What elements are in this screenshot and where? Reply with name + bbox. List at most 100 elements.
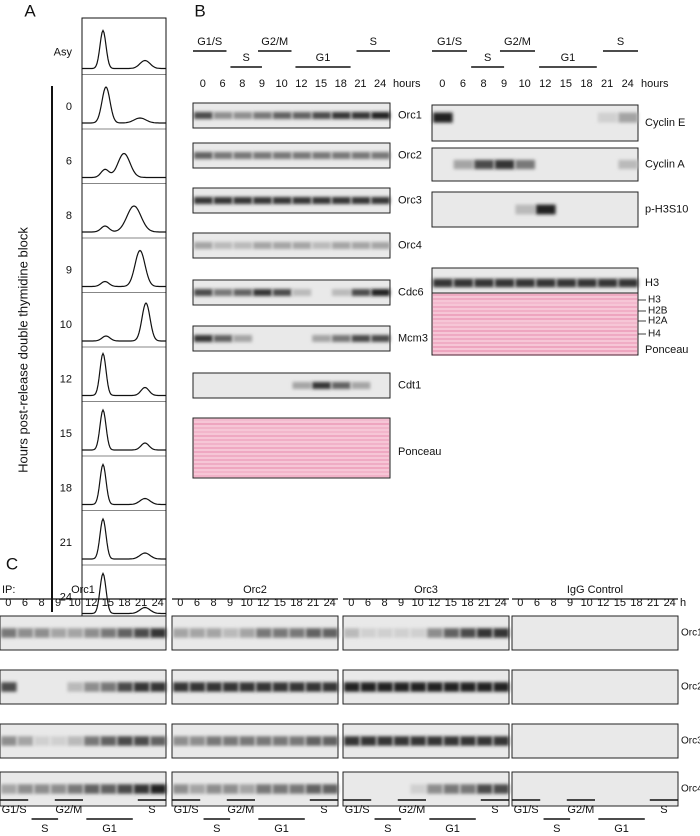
band [360, 682, 377, 692]
label: S [484, 52, 491, 64]
histogram [82, 249, 166, 288]
band [189, 628, 206, 638]
band [312, 152, 331, 159]
label: 21 [60, 537, 72, 549]
band [213, 197, 233, 204]
label: 10 [581, 597, 593, 609]
label: G1/S [437, 36, 462, 48]
band [194, 112, 213, 119]
band [494, 159, 515, 170]
band [67, 682, 83, 692]
band [117, 682, 133, 692]
label: 8 [480, 78, 486, 90]
band [17, 784, 34, 794]
band [100, 784, 117, 794]
band [322, 628, 338, 638]
label: 10 [412, 597, 424, 609]
label: 24 [664, 597, 676, 609]
band [67, 628, 83, 638]
label: 18 [60, 482, 72, 494]
band [233, 197, 253, 204]
band [206, 682, 222, 692]
label: 9 [567, 597, 573, 609]
label: 21 [135, 597, 147, 609]
band [17, 736, 34, 746]
band [312, 112, 331, 119]
band [133, 784, 150, 794]
band [577, 278, 597, 288]
stain-stripe [433, 298, 637, 300]
label: Cdt1 [398, 379, 421, 391]
label: Ponceau [645, 344, 688, 356]
label: S [148, 804, 155, 816]
label: 18 [335, 78, 347, 90]
label: B [194, 1, 205, 20]
band [427, 784, 443, 794]
band [556, 278, 577, 288]
band [460, 628, 476, 638]
band [194, 242, 213, 249]
band [253, 289, 272, 296]
label: 12 [295, 78, 307, 90]
band [233, 112, 253, 119]
label: 10 [519, 78, 531, 90]
band [371, 289, 390, 296]
label: G2/M [55, 804, 82, 816]
band [34, 628, 50, 638]
label: 18 [118, 597, 130, 609]
label: 21 [647, 597, 659, 609]
label: 8 [550, 597, 556, 609]
stain-stripe [194, 439, 389, 441]
band [213, 335, 233, 342]
label: G2/M [504, 36, 531, 48]
label: G1/S [174, 804, 199, 816]
label: 15 [274, 597, 286, 609]
band [239, 736, 255, 746]
label: 8 [66, 210, 72, 222]
histogram [82, 152, 166, 179]
label: 12 [428, 597, 440, 609]
band [476, 736, 493, 746]
label: 10 [241, 597, 253, 609]
label: Orc3 [398, 194, 422, 206]
label: G1/S [2, 804, 27, 816]
band [474, 159, 494, 170]
band [189, 736, 206, 746]
band [476, 682, 493, 692]
histogram [82, 351, 166, 397]
band [443, 628, 460, 638]
band [150, 736, 166, 746]
band [34, 784, 50, 794]
band [536, 204, 556, 215]
band [460, 736, 476, 746]
band [233, 289, 253, 296]
band [67, 736, 83, 746]
band [377, 628, 393, 638]
band [322, 736, 338, 746]
band [84, 682, 100, 692]
band [360, 736, 377, 746]
band [344, 736, 360, 746]
label: H3 [648, 295, 661, 306]
band [493, 736, 509, 746]
histogram [82, 205, 166, 233]
label: 10 [69, 597, 81, 609]
label: 21 [354, 78, 366, 90]
band [410, 628, 426, 638]
band [1, 736, 17, 746]
band [117, 628, 133, 638]
label: Orc2 [681, 682, 700, 693]
band [360, 628, 377, 638]
band [272, 289, 292, 296]
label: G1 [561, 52, 576, 64]
stain-stripe [194, 467, 389, 469]
label: S [384, 823, 391, 835]
label: 15 [560, 78, 572, 90]
band [50, 628, 67, 638]
band [493, 628, 509, 638]
histogram [82, 408, 166, 451]
band [476, 784, 493, 794]
stain-stripe [433, 350, 637, 352]
label: Mcm3 [398, 332, 428, 344]
band [474, 278, 494, 288]
